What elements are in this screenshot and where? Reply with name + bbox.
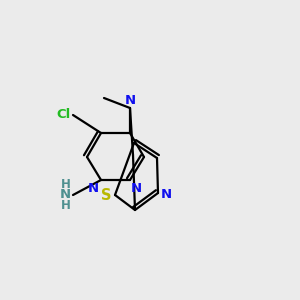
Text: H: H xyxy=(61,199,71,212)
Text: N: N xyxy=(124,94,136,107)
Text: N: N xyxy=(161,188,172,200)
Text: S: S xyxy=(101,188,112,203)
Text: N: N xyxy=(60,188,71,202)
Text: H: H xyxy=(61,178,71,191)
Text: N: N xyxy=(88,182,99,195)
Text: Cl: Cl xyxy=(57,109,71,122)
Text: N: N xyxy=(131,182,142,195)
